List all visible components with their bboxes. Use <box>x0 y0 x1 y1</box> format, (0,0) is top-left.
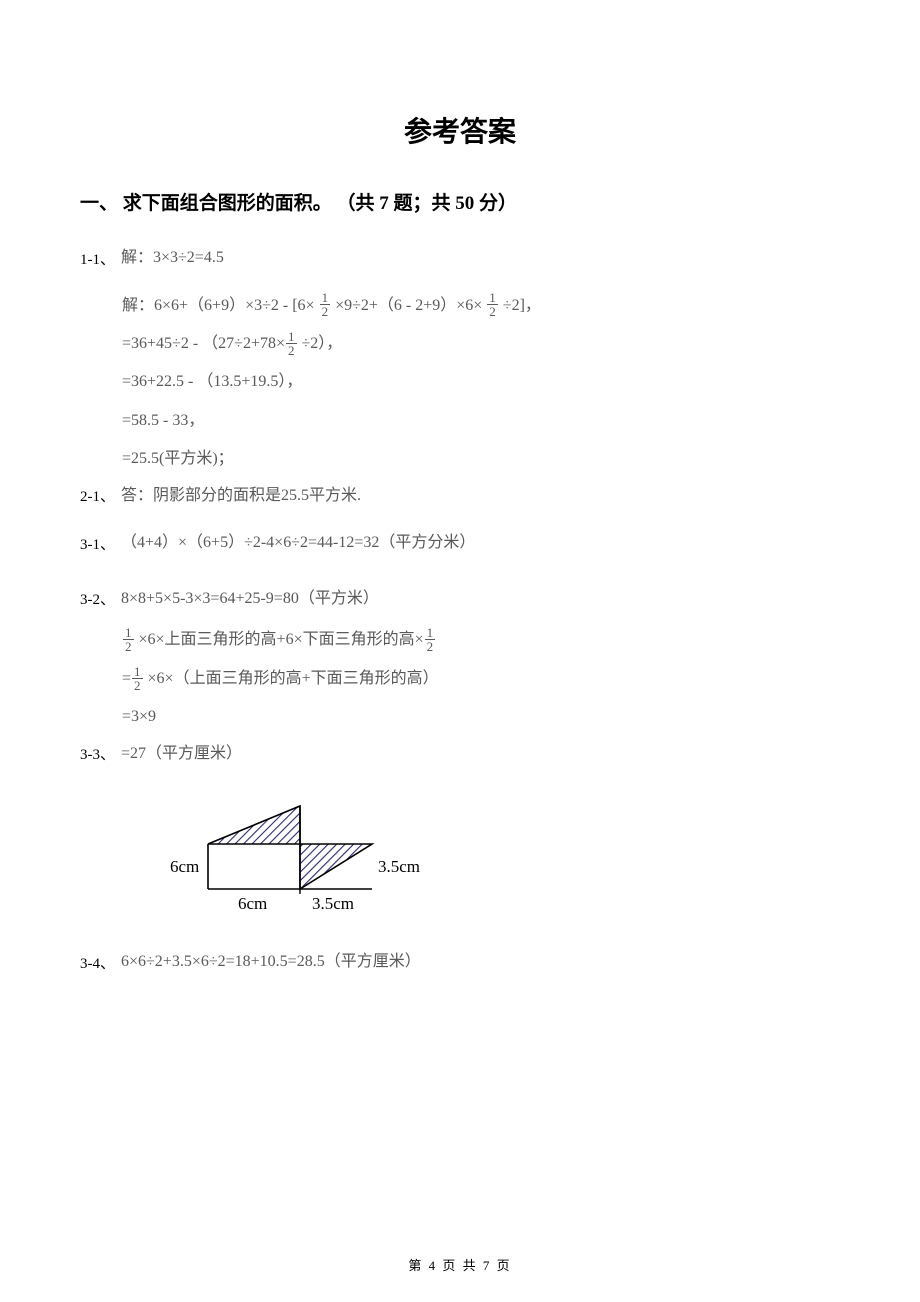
answer-text: =27（平方厘米） <box>121 741 242 767</box>
answer-index: 3-3、 <box>80 746 115 766</box>
text-fragment: ×6×（上面三角形的高+下面三角形的高） <box>144 670 439 687</box>
label-bottom-left: 6cm <box>238 894 267 913</box>
answer-text: 6×6÷2+3.5×6÷2=18+10.5=28.5（平方厘米） <box>121 949 421 975</box>
answer-2-1-line3: =58.5 - 33， <box>80 406 840 436</box>
page-footer: 第 4 页 共 7 页 <box>0 1255 920 1274</box>
answer-3-3-line3: =3×9 <box>80 702 840 732</box>
answer-2-1-line1: =36+45÷2 - （27÷2+78×12 ÷2）， <box>80 329 840 359</box>
geometry-diagram-icon: 6cm 3.5cm 6cm 3.5cm <box>140 794 420 934</box>
section-heading: 一、 求下面组合图形的面积。 （共 7 题；共 50 分） <box>80 188 840 215</box>
text-fragment: =36+45÷2 - （27÷2+78× <box>122 335 285 352</box>
text-fragment: ÷2]， <box>499 297 541 314</box>
label-bottom-right: 3.5cm <box>312 894 354 913</box>
fraction-icon: 12 <box>320 291 331 318</box>
answer-3-3-line1: 12 ×6×上面三角形的高+6×下面三角形的高×12 <box>80 625 840 655</box>
fraction-icon: 12 <box>425 626 436 653</box>
answer-index: 2-1、 <box>80 488 115 508</box>
answer-3-3-line2: =12 ×6×（上面三角形的高+下面三角形的高） <box>80 664 840 694</box>
answer-index: 1-1、 <box>80 251 115 271</box>
page-title: 参考答案 <box>80 110 840 150</box>
answer-index: 3-4、 <box>80 955 115 975</box>
text-fragment: ÷2）， <box>298 335 343 352</box>
answer-2-1-line4: =25.5(平方米)； <box>80 444 840 474</box>
answer-1-1: 1-1、 解：3×3÷2=4.5 <box>80 245 840 271</box>
answer-3-1: 3-1、 （4+4）×（6+5）÷2-4×6÷2=44-12=32（平方分米） <box>80 530 840 556</box>
fraction-icon: 12 <box>286 330 297 357</box>
diagram-3-4: 6cm 3.5cm 6cm 3.5cm <box>140 794 840 939</box>
answer-2-1-line2: =36+22.5 - （13.5+19.5）， <box>80 367 840 397</box>
answer-3-3-final: 3-3、 =27（平方厘米） <box>80 741 840 767</box>
answer-2-1-block: 解：6×6+（6+9）×3÷2 - [6× 12 ×9÷2+（6 - 2+9）×… <box>80 291 840 475</box>
fraction-icon: 12 <box>132 665 143 692</box>
fraction-icon: 12 <box>123 626 134 653</box>
fraction-icon: 12 <box>487 291 498 318</box>
page: 参考答案 一、 求下面组合图形的面积。 （共 7 题；共 50 分） 1-1、 … <box>0 0 920 1302</box>
answer-text: 答：阴影部分的面积是25.5平方米. <box>121 483 361 509</box>
label-right: 3.5cm <box>378 857 420 876</box>
text-fragment: ×6×上面三角形的高+6×下面三角形的高× <box>135 631 424 648</box>
answer-text: 8×8+5×5-3×3=64+25-9=80（平方米） <box>121 586 379 612</box>
answer-2-1-final: 2-1、 答：阴影部分的面积是25.5平方米. <box>80 483 840 509</box>
answer-3-2: 3-2、 8×8+5×5-3×3=64+25-9=80（平方米） <box>80 586 840 612</box>
answer-text: 解：3×3÷2=4.5 <box>121 245 224 271</box>
answer-index: 3-1、 <box>80 536 115 556</box>
answer-index: 3-2、 <box>80 591 115 611</box>
answer-text: （4+4）×（6+5）÷2-4×6÷2=44-12=32（平方分米） <box>121 530 475 556</box>
answer-2-1-line-head: 解：6×6+（6+9）×3÷2 - [6× 12 ×9÷2+（6 - 2+9）×… <box>80 291 840 321</box>
text-fragment: = <box>122 670 131 687</box>
answer-3-4: 3-4、 6×6÷2+3.5×6÷2=18+10.5=28.5（平方厘米） <box>80 949 840 975</box>
text-fragment: ×9÷2+（6 - 2+9）×6× <box>331 297 486 314</box>
label-left: 6cm <box>170 857 199 876</box>
text-fragment: 解：6×6+（6+9）×3÷2 - [6× <box>122 297 319 314</box>
answer-3-3-block: 12 ×6×上面三角形的高+6×下面三角形的高×12 =12 ×6×（上面三角形… <box>80 625 840 732</box>
